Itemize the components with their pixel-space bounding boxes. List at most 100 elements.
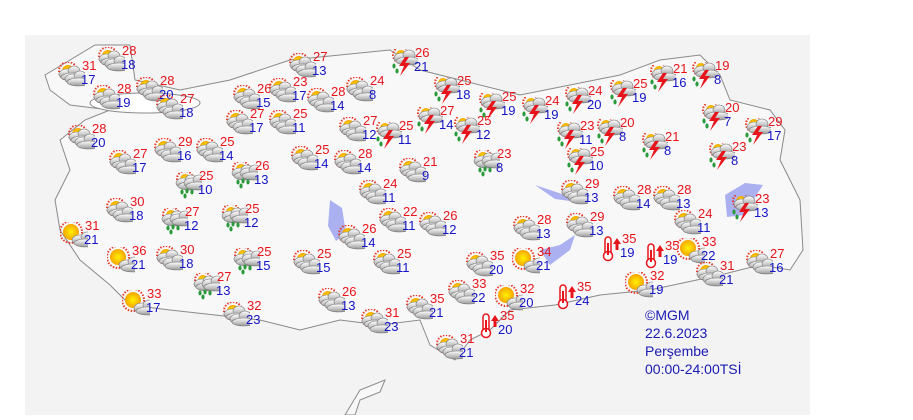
- thunderstorm-icon: [477, 90, 508, 120]
- min-temp: 13: [589, 223, 604, 238]
- forecast-station: 23 8: [707, 140, 757, 177]
- max-temp: 25: [399, 118, 414, 133]
- max-temp: 27: [185, 204, 200, 219]
- hot-thermometer-icon: [643, 242, 671, 269]
- forecast-station: 28 18: [97, 44, 147, 81]
- forecast-station: 34 21: [511, 245, 562, 282]
- forecast-station: 33 22: [447, 277, 497, 314]
- partly-cloudy-icon: [345, 76, 380, 103]
- min-temp: 20: [498, 322, 513, 337]
- forecast-station: 27 12: [160, 204, 210, 242]
- min-temp: 8: [664, 143, 672, 158]
- min-temp: 13: [254, 172, 269, 187]
- partly-cloudy-icon: [268, 109, 303, 136]
- min-temp: 14: [636, 196, 651, 211]
- partly-cloudy-icon: [153, 137, 188, 164]
- min-temp: 7: [724, 114, 732, 129]
- min-temp: 14: [439, 117, 454, 132]
- max-temp: 26: [342, 284, 357, 299]
- min-temp: 17: [81, 72, 96, 87]
- min-temp: 13: [216, 283, 231, 298]
- min-temp: 12: [476, 127, 491, 142]
- min-temp: 21: [414, 59, 429, 74]
- max-temp: 25: [245, 201, 260, 216]
- thunderstorm-icon: [452, 114, 483, 144]
- max-temp: 24: [383, 176, 398, 191]
- min-temp: 18: [121, 57, 136, 72]
- max-temp: 28: [117, 81, 132, 96]
- min-temp: 18: [456, 87, 471, 102]
- min-temp: 18: [179, 105, 194, 120]
- min-temp: 17: [146, 300, 161, 315]
- min-temp: 11: [382, 190, 396, 205]
- forecast-station: 28 19: [92, 81, 142, 119]
- max-temp: 29: [590, 209, 605, 224]
- forecast-station: 26 15: [232, 82, 282, 119]
- min-temp: 23: [246, 312, 261, 327]
- min-temp: 13: [536, 226, 551, 241]
- max-temp: 31: [385, 305, 400, 320]
- min-temp: 8: [496, 160, 504, 175]
- forecast-station: 28 13: [512, 213, 562, 250]
- forecast-station: 26 12: [418, 209, 468, 246]
- forecast-station: 31 21: [435, 332, 485, 369]
- min-temp: 20: [519, 295, 534, 310]
- min-temp: 11: [292, 120, 306, 135]
- thunderstorm-icon: [648, 62, 679, 92]
- min-temp: 12: [362, 127, 377, 142]
- forecast-station: 26 13: [230, 159, 280, 196]
- forecast-station: 24 11: [673, 207, 723, 244]
- max-temp: 21: [665, 129, 680, 144]
- partly-cloudy-icon: [135, 76, 170, 103]
- thunderstorm-icon: [730, 192, 761, 222]
- partly-cloudy-icon: [565, 212, 600, 239]
- partly-cloudy-icon: [695, 261, 730, 288]
- forecast-station: 25 14: [195, 135, 245, 172]
- max-temp: 25: [317, 246, 332, 261]
- max-temp: 22: [403, 204, 418, 219]
- thunderstorm-icon: [520, 94, 551, 124]
- forecast-station: 27 17: [108, 147, 158, 184]
- min-temp: 23: [384, 319, 399, 334]
- min-temp: 19: [649, 282, 664, 297]
- forecast-station: 24 11: [358, 176, 408, 214]
- forecast-station: 25 19: [477, 89, 527, 127]
- min-temp: 12: [244, 215, 259, 230]
- max-temp: 35: [577, 279, 592, 294]
- min-temp: 22: [471, 290, 486, 305]
- max-temp: 35: [490, 248, 505, 263]
- min-temp: 21: [131, 257, 146, 272]
- cyprus: [344, 379, 386, 415]
- forecast-station: 25 18: [432, 74, 482, 111]
- max-temp: 27: [313, 49, 328, 64]
- max-temp: 24: [545, 93, 560, 108]
- max-temp: 29: [178, 134, 193, 149]
- max-temp: 35: [622, 231, 637, 246]
- thunderstorm-icon: [563, 84, 594, 114]
- forecast-station: 21 9: [398, 155, 448, 192]
- max-temp: 23: [293, 74, 308, 89]
- min-temp: 14: [330, 98, 345, 113]
- min-temp: 20: [489, 262, 504, 277]
- forecast-station: 27 14: [415, 104, 465, 141]
- forecast-date: 22.6.2023: [645, 325, 708, 341]
- min-temp: 11: [697, 220, 711, 235]
- forecast-station: 27 18: [155, 92, 205, 129]
- forecast-station: 23 17: [268, 74, 318, 112]
- forecast-station: 35 21: [405, 292, 455, 329]
- min-temp: 19: [116, 95, 131, 110]
- forecast-station: 29 16: [153, 134, 203, 172]
- max-temp: 20: [725, 100, 740, 115]
- forecast-station: 30 18: [155, 243, 205, 280]
- max-temp: 24: [588, 83, 603, 98]
- max-temp: 25: [502, 89, 517, 104]
- min-temp: 15: [256, 258, 271, 273]
- partly-cloudy-icon: [222, 301, 257, 328]
- min-temp: 17: [132, 160, 147, 175]
- max-temp: 33: [702, 234, 717, 249]
- min-temp: 11: [398, 132, 412, 147]
- thunderstorm-icon: [608, 77, 639, 107]
- forecast-station: 25 12: [220, 201, 270, 239]
- max-temp: 28: [331, 84, 346, 99]
- forecast-station: 35 19: [600, 231, 650, 269]
